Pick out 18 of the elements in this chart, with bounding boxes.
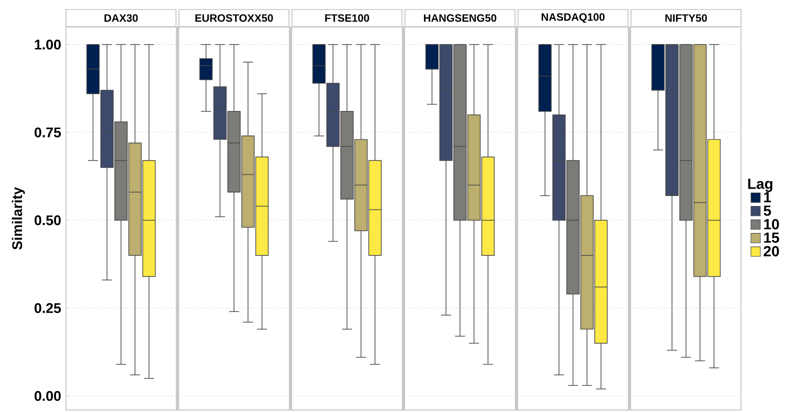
legend-label: 20 xyxy=(764,246,779,257)
y-axis-title: Similarity xyxy=(12,187,25,250)
x-tick-label: NASDAQ100 xyxy=(542,13,605,23)
y-tick-label: 0.50 xyxy=(34,216,61,226)
x-tick-label: EUROSTOXX50 xyxy=(195,14,273,22)
x-tick-label: FTSE100 xyxy=(325,14,370,22)
y-tick-label: 1.00 xyxy=(34,40,61,50)
x-tick-label: NIFTY50 xyxy=(665,14,707,22)
legend-label: 10 xyxy=(764,219,779,230)
legend-label: 1 xyxy=(764,192,771,202)
legend-label: 5 xyxy=(764,206,771,216)
x-tick-label: DAX30 xyxy=(104,14,138,22)
y-tick-label: 0.25 xyxy=(34,303,61,314)
legend-title: Lag xyxy=(748,178,772,192)
legend-label: 15 xyxy=(764,232,780,244)
y-tick-label: 0.00 xyxy=(34,391,61,402)
y-tick-label: 0.75 xyxy=(34,128,61,138)
x-tick-label: HANGSENG50 xyxy=(424,14,496,22)
